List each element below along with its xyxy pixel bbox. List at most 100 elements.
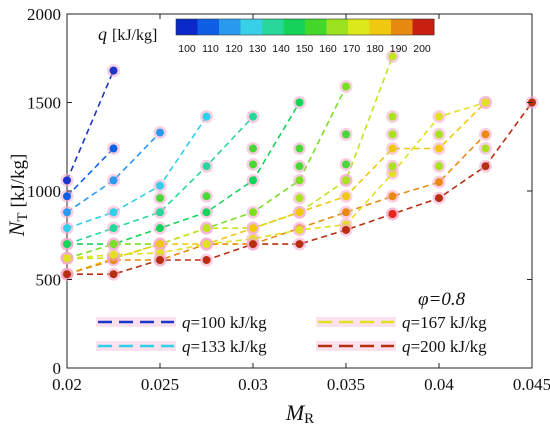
colorbar-segment <box>326 19 349 35</box>
colorbar-segment <box>240 19 263 35</box>
y-axis-label-main: N <box>4 220 29 237</box>
legend-swatch-bg <box>96 317 176 327</box>
data-point-q120 <box>109 176 118 185</box>
data-point-q133 <box>156 181 164 190</box>
data-point-q190 <box>435 178 443 187</box>
data-point-q140 <box>156 208 164 217</box>
data-point-q180 <box>435 144 443 153</box>
y-tick-label: 0 <box>53 359 62 378</box>
data-point-q140 <box>202 162 211 171</box>
x-tick-label: 0.03 <box>238 375 268 394</box>
colorbar-segment <box>176 19 198 35</box>
x-tick-label: 0.04 <box>424 375 454 394</box>
data-point <box>342 160 350 169</box>
series-line-q120 <box>66 132 161 213</box>
phi-annotation: φ=0.8 <box>418 289 466 310</box>
data-point-q167 <box>481 98 490 107</box>
colorbar-tick-label: 180 <box>366 43 384 55</box>
data-point <box>295 144 304 153</box>
data-point-q160 <box>109 240 118 249</box>
data-point-q120 <box>63 208 71 217</box>
axis-layer: 0.02 0.025 0.03 0.035 0.04 0.045 0 500 1000 1500 2… <box>27 5 550 394</box>
data-point-q190 <box>342 208 350 217</box>
series-line-q150 <box>67 102 301 245</box>
data-point-q200 <box>202 256 211 265</box>
legend-swatch-bg <box>96 341 176 351</box>
data-point-q180 <box>249 224 257 233</box>
colorbar-tick-label: 120 <box>225 43 243 55</box>
data-point-q167 <box>63 254 71 263</box>
data-point-q100 <box>109 66 118 75</box>
colorbar-segment <box>262 19 284 35</box>
colorbar-segment <box>197 19 220 35</box>
colorbar-title-q: q <box>98 24 107 44</box>
series-line-q167 <box>66 101 486 260</box>
x-axis-label-main: M <box>285 400 306 425</box>
colorbar-segment <box>283 19 306 35</box>
legend-label: q=167 kJ/kg <box>402 313 487 332</box>
colorbar-segment <box>348 19 370 35</box>
data-point-q133 <box>202 112 211 121</box>
y-tick-label: 1000 <box>27 182 61 201</box>
data-point-q200 <box>63 270 71 279</box>
data-point-q110 <box>63 192 71 201</box>
data-point-q160 <box>249 208 257 217</box>
data-point <box>435 130 443 139</box>
y-axis-label: NT [kJ/kg] <box>4 154 31 238</box>
data-point-q110 <box>109 144 118 153</box>
data-point-q200 <box>435 194 443 203</box>
data-point <box>388 162 397 171</box>
series-line-q133 <box>66 116 208 229</box>
legend-label-q: q <box>182 337 191 356</box>
data-point <box>295 162 304 171</box>
data-point <box>156 194 164 203</box>
data-point-q190 <box>388 192 397 201</box>
x-axis-label-sub: R <box>304 411 314 427</box>
data-point-q150 <box>249 176 257 185</box>
y-axis-label-sub: T <box>15 212 31 221</box>
data-point <box>249 144 257 153</box>
data-point <box>249 160 257 169</box>
data-point <box>435 162 443 171</box>
data-point-q120 <box>156 128 164 137</box>
points-layer <box>60 49 539 281</box>
colorbar-tick-label: 130 <box>249 43 267 55</box>
data-point-q160 <box>295 176 304 185</box>
data-point-q200 <box>249 240 257 249</box>
data-point <box>388 210 397 219</box>
data-point-q167 <box>109 250 118 259</box>
data-point-q200 <box>481 162 490 171</box>
data-point-q190 <box>481 130 490 139</box>
legend: q=100 kJ/kgq=133 kJ/kgq=167 kJ/kgq=200 k… <box>96 313 487 356</box>
series-line-q200 <box>67 102 533 275</box>
colorbar-tick-label: 110 <box>202 43 219 55</box>
data-point-q133 <box>63 224 71 233</box>
y-tick-label: 1500 <box>27 94 61 113</box>
colorbar-segment <box>391 19 413 35</box>
data-point-q150 <box>63 240 71 249</box>
series-line-q100 <box>66 70 115 181</box>
series-line-q190 <box>66 133 487 275</box>
colorbar-tick-label: 170 <box>343 43 361 55</box>
x-tick-label: 0.02 <box>52 375 82 394</box>
data-point-q160 <box>342 82 350 91</box>
series-line-q140 <box>66 116 254 245</box>
y-axis-label-unit: [kJ/kg] <box>8 154 29 208</box>
legend-swatch-bg <box>316 341 396 351</box>
data-point-q133 <box>109 208 118 217</box>
colorbar-segment <box>369 19 392 35</box>
data-point-q167 <box>295 225 304 234</box>
legend-label-text: =200 kJ/kg <box>411 337 488 356</box>
x-tick-label: 0.045 <box>513 375 550 394</box>
colorbar-tick-label: 200 <box>413 43 431 55</box>
colorbar-tick-label: 100 <box>178 43 196 55</box>
data-point-q180 <box>388 144 397 153</box>
legend-label-q: q <box>402 313 411 332</box>
colorbar-title: q [kJ/kg] <box>98 24 157 44</box>
data-point-q150 <box>156 224 164 233</box>
x-tick-label: 0.025 <box>141 375 179 394</box>
data-point <box>295 194 304 203</box>
data-point-q200 <box>342 225 350 234</box>
colorbar-title-unit: [kJ/kg] <box>112 27 157 44</box>
